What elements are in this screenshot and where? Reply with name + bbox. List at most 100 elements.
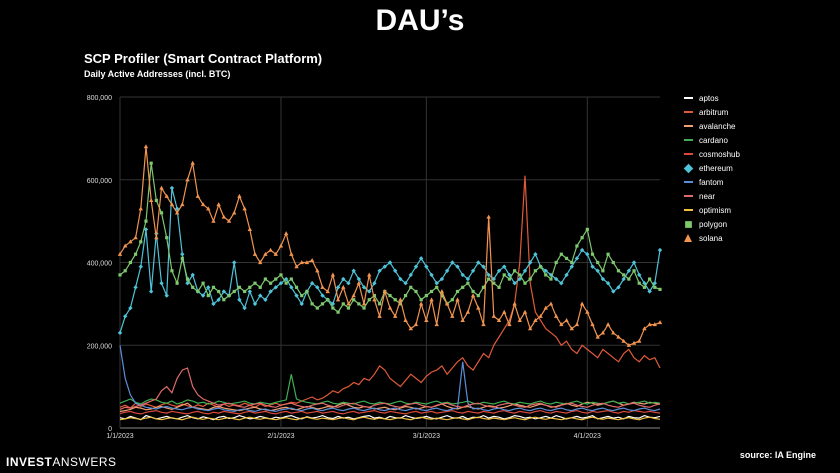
data-point <box>543 268 548 273</box>
data-point <box>159 185 164 190</box>
data-point <box>372 297 377 302</box>
data-point <box>585 252 590 257</box>
data-point <box>274 277 278 281</box>
legend-marker <box>684 234 692 242</box>
data-point <box>590 252 595 256</box>
data-point <box>574 322 580 327</box>
data-point <box>528 277 532 281</box>
data-point <box>481 264 486 269</box>
data-point <box>470 293 476 298</box>
data-point <box>590 264 595 269</box>
source-note: source: IA Engine <box>739 450 816 460</box>
data-point <box>476 260 481 265</box>
legend-marker <box>684 195 693 197</box>
data-point <box>419 298 423 302</box>
data-point <box>361 285 367 290</box>
data-point <box>487 277 491 281</box>
data-point <box>325 289 330 294</box>
data-point <box>492 281 496 285</box>
series-fantom <box>119 345 661 413</box>
data-point <box>278 243 284 248</box>
data-point <box>502 264 507 269</box>
data-point <box>616 285 621 290</box>
data-point <box>309 280 315 286</box>
data-point <box>174 210 180 215</box>
data-point <box>626 342 632 347</box>
data-point <box>232 260 237 265</box>
data-point <box>382 264 388 269</box>
data-point <box>553 276 559 282</box>
y-tick-label: 200,000 <box>87 343 112 350</box>
data-point <box>497 285 501 289</box>
data-point <box>434 280 439 286</box>
data-point <box>450 298 454 302</box>
data-point <box>149 161 153 165</box>
data-point <box>647 289 652 294</box>
data-point <box>268 281 273 285</box>
data-point <box>466 281 470 285</box>
data-point <box>527 260 533 265</box>
data-point <box>330 301 336 307</box>
data-point <box>527 326 533 331</box>
series-solana <box>117 144 663 347</box>
data-point <box>305 289 309 294</box>
data-point <box>320 284 325 289</box>
chart-subtitle: Daily Active Addresses (incl. BTC) <box>84 69 231 79</box>
series-line-near <box>119 367 661 410</box>
data-point <box>346 280 351 286</box>
data-point <box>196 289 200 294</box>
data-point <box>393 298 397 302</box>
data-point <box>247 289 253 294</box>
x-tick-label: 2/1/2023 <box>267 433 294 440</box>
data-point <box>165 236 169 240</box>
data-point <box>351 268 356 273</box>
data-point <box>605 322 611 327</box>
data-point <box>600 330 606 335</box>
data-point <box>533 252 538 257</box>
data-point <box>122 314 128 319</box>
series-polygon <box>118 161 662 314</box>
data-point <box>294 293 299 298</box>
series-line-optimism <box>119 416 661 421</box>
legend-label: cosmoshub <box>699 149 740 159</box>
data-point <box>460 272 465 278</box>
y-tick-label: 600,000 <box>87 178 112 185</box>
legend-marker <box>684 97 693 99</box>
chart-title: SCP Profiler (Smart Contract Platform) <box>84 51 323 66</box>
legend-label: solana <box>699 233 723 243</box>
data-point <box>222 298 226 302</box>
legend-label: fantom <box>699 177 724 187</box>
legend-label: aptos <box>699 93 719 103</box>
data-point <box>455 297 460 302</box>
data-point <box>378 302 382 306</box>
data-point <box>616 269 621 273</box>
data-point <box>133 285 138 290</box>
data-point <box>170 269 174 273</box>
data-point <box>512 301 517 306</box>
data-point <box>611 330 616 335</box>
data-point <box>263 251 268 256</box>
data-point <box>200 202 206 207</box>
data-point <box>403 280 408 286</box>
legend-label: avalanche <box>699 121 736 131</box>
data-point <box>579 301 585 306</box>
data-point <box>263 297 268 302</box>
data-point <box>502 309 507 314</box>
data-point <box>382 289 388 294</box>
data-point <box>465 309 471 314</box>
data-point <box>486 272 491 278</box>
data-point <box>185 280 190 286</box>
data-point <box>439 289 445 294</box>
data-point <box>268 247 273 252</box>
y-tick-label: 800,000 <box>87 95 112 102</box>
data-point <box>185 177 190 182</box>
legend-marker <box>684 153 693 155</box>
data-point <box>450 260 455 265</box>
data-point <box>138 264 143 269</box>
data-point <box>330 272 336 277</box>
data-point <box>408 326 413 331</box>
legend-item-arbitrum: arbitrum <box>684 105 740 119</box>
data-point <box>559 322 564 327</box>
data-point <box>413 322 419 327</box>
data-point <box>175 281 179 285</box>
